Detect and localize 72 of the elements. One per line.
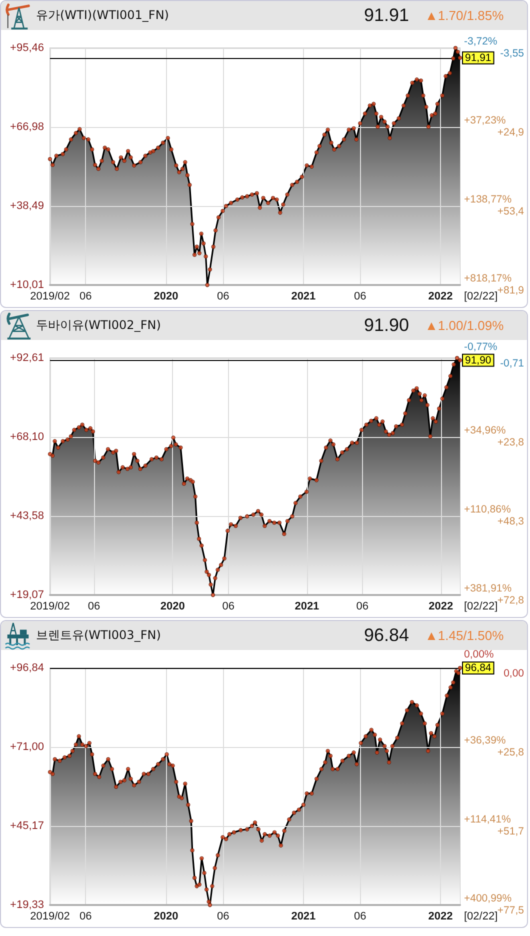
y2-tick-label: 0,00 <box>504 668 524 680</box>
y-tick-label: +95,46 <box>10 42 44 54</box>
annotation: +114,41% <box>464 813 511 826</box>
y2-tick-label: +48,3 <box>497 515 524 528</box>
x-tick-label: 06 <box>356 600 368 612</box>
x-tick-label: 2020 <box>154 910 178 922</box>
x-tick-label: 06 <box>88 600 100 612</box>
text: 91.90 <box>364 314 410 336</box>
chart-title: 유가(WTI)(WTI001_FN) <box>36 7 169 23</box>
x-tick-label: 2020 <box>154 290 178 302</box>
y-tick-label: +68,10 <box>10 430 44 443</box>
x-tick-label: 06 <box>80 910 92 922</box>
annotation: +110,86% <box>464 504 511 516</box>
x-tick-label: 06 <box>222 600 235 612</box>
x-tick-label: 2021 <box>291 290 316 302</box>
text: 96.84 <box>364 624 410 646</box>
y-tick-label: +71,00 <box>10 741 44 754</box>
x-tick-label: 2022 <box>428 910 453 922</box>
chart-title: 브렌트유(WTI003_FN) <box>36 627 161 643</box>
text: ▲1.45/1.50% <box>425 627 504 644</box>
y2-tick-label: +25,8 <box>497 746 524 758</box>
annotation: +381,91% <box>464 582 512 594</box>
text: 91.91 <box>364 4 410 26</box>
annotation: -0,77% <box>464 340 498 353</box>
annotation: +37,23% <box>464 114 506 126</box>
y2-tick-label: -0,71 <box>500 358 524 370</box>
y-tick-label: +96,84 <box>10 662 44 674</box>
chart-title: 두바이유(WTI002_FN) <box>36 317 161 333</box>
text: [02/22] <box>464 600 498 612</box>
y-tick-label: +10,01 <box>10 279 44 291</box>
x-tick-label: 06 <box>354 910 366 922</box>
x-tick-label: 06 <box>216 290 230 302</box>
annotation: +36,39% <box>464 734 506 747</box>
text: [02/22] <box>464 910 498 922</box>
x-tick-label: 2022 <box>428 600 454 612</box>
y2-tick-label: +24,9 <box>497 126 524 138</box>
annotation: +138,77% <box>464 194 512 206</box>
ref-line-label: 91,91 <box>465 52 492 64</box>
x-tick-label: 2020 <box>160 600 185 612</box>
x-tick-label: 2021 <box>294 600 320 612</box>
text: [02/22] <box>464 290 498 302</box>
ref-line-label: 91,90 <box>465 354 492 366</box>
y-tick-label: +38,49 <box>10 200 44 212</box>
annotation: +400,99% <box>464 892 512 904</box>
y2-tick-label: +77,5 <box>497 904 524 916</box>
x-tick-label: 06 <box>216 910 230 922</box>
text: ▲1.70/1.85% <box>425 7 504 24</box>
x-tick-label: 2022 <box>428 290 453 302</box>
ref-line-label: 96,84 <box>465 662 492 674</box>
x-tick-label: 2021 <box>291 910 316 922</box>
x-tick-label: 06 <box>354 290 366 302</box>
y-tick-label: +92,61 <box>10 352 44 364</box>
x-tick-label: 2019/02 <box>30 290 70 302</box>
y-tick-label: +66,98 <box>10 120 44 133</box>
y-tick-label: +19,07 <box>10 589 44 601</box>
y2-tick-label: +51,7 <box>497 826 524 838</box>
y-tick-label: +43,58 <box>10 510 44 522</box>
y2-tick-label: +72,8 <box>497 594 524 606</box>
x-tick-label: 06 <box>80 290 92 302</box>
x-tick-label: 2019/02 <box>30 600 70 612</box>
y2-tick-label: -3,55 <box>500 48 524 60</box>
annotation: -3,72% <box>464 36 498 48</box>
y2-tick-label: +53,4 <box>497 205 524 218</box>
x-tick-label: 2019/02 <box>30 910 70 922</box>
annotation: +818,17% <box>464 272 512 284</box>
text: ▲1.00/1.09% <box>425 317 504 334</box>
y2-tick-label: +23,8 <box>497 436 524 448</box>
annotation: 0,00% <box>464 648 494 660</box>
annotation: +34,96% <box>464 424 506 436</box>
y-tick-label: +45,17 <box>10 820 44 832</box>
y-tick-label: +19,33 <box>10 899 44 911</box>
y2-tick-label: +81,9 <box>497 284 524 296</box>
